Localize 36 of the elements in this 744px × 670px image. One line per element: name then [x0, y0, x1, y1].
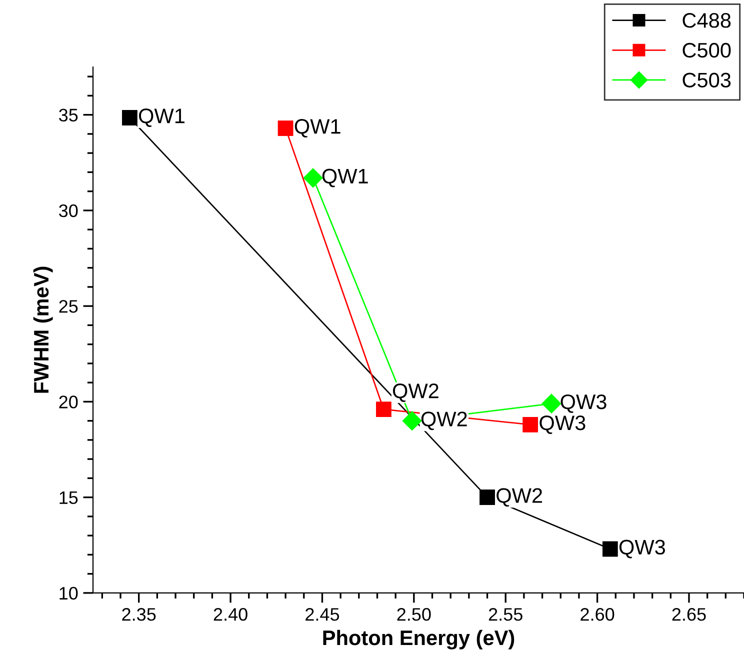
x-tick-label: 2.40: [214, 608, 248, 621]
x-tick-label: 2.55: [488, 608, 522, 621]
point: [480, 490, 495, 505]
point: [522, 417, 538, 432]
x-tick-label: 2.60: [580, 608, 614, 621]
point: [376, 402, 392, 417]
point: [602, 541, 618, 557]
annotation: QW3: [540, 415, 586, 434]
y-axis-title: FWHM (meV): [33, 266, 53, 393]
point: [278, 120, 294, 136]
annotation: QW3: [560, 394, 606, 413]
point: [402, 411, 422, 430]
annotation: QW2: [392, 384, 438, 402]
point: [304, 168, 323, 188]
annotation: QW1: [294, 119, 340, 138]
annotation: QW2: [421, 412, 467, 430]
annotation: QW3: [619, 540, 666, 558]
point: [122, 110, 138, 126]
annotation: QW1: [322, 168, 368, 188]
legend-label: C500: [682, 42, 731, 58]
x-axis-title: Photon Energy (eV): [323, 630, 514, 650]
legend-label: C488: [682, 13, 731, 28]
y-tick-label: 30: [59, 204, 78, 218]
annotation: QW1: [138, 108, 184, 128]
point: [542, 394, 561, 414]
x-tick-label: 2.50: [397, 608, 431, 621]
y-tick-label: 20: [59, 396, 78, 408]
x-tick-label: 2.35: [122, 608, 156, 621]
annotation: QW2: [496, 488, 542, 507]
legend-label: C503: [682, 72, 731, 88]
x-tick-label: 2.45: [306, 608, 340, 621]
y-tick-label: 10: [60, 586, 78, 600]
y-tick-label: 35: [59, 108, 78, 122]
y-tick-label: 15: [60, 491, 78, 504]
y-tick-label: 25: [59, 300, 78, 313]
x-tick-label: 2.65: [672, 608, 706, 621]
